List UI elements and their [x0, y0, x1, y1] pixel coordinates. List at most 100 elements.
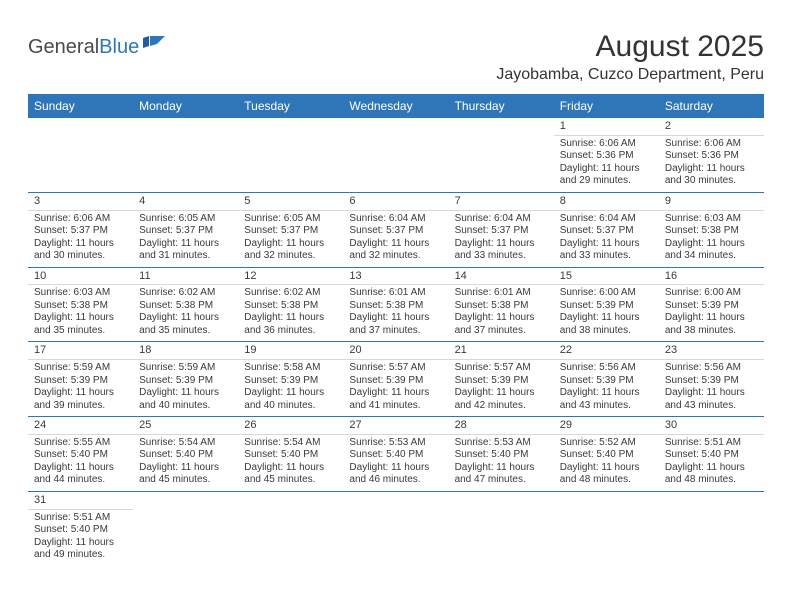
sunset-text: Sunset: 5:40 PM [34, 449, 127, 462]
sunset-text: Sunset: 5:40 PM [139, 449, 232, 462]
day-header-fri: Friday [554, 94, 659, 118]
daylight-text: Daylight: 11 hours and 43 minutes. [665, 387, 758, 412]
daylight-text: Daylight: 11 hours and 40 minutes. [244, 387, 337, 412]
day-body: Sunrise: 5:59 AMSunset: 5:39 PMDaylight:… [133, 360, 238, 416]
sunrise-text: Sunrise: 5:56 AM [560, 362, 653, 375]
sunset-text: Sunset: 5:40 PM [34, 524, 127, 537]
week-row: 1Sunrise: 6:06 AMSunset: 5:36 PMDaylight… [28, 118, 764, 193]
day-cell: 5Sunrise: 6:05 AMSunset: 5:37 PMDaylight… [238, 193, 343, 267]
day-body: Sunrise: 6:03 AMSunset: 5:38 PMDaylight:… [659, 211, 764, 267]
day-body: Sunrise: 6:00 AMSunset: 5:39 PMDaylight:… [659, 285, 764, 341]
day-cell: 15Sunrise: 6:00 AMSunset: 5:39 PMDayligh… [554, 268, 659, 342]
day-cell: 9Sunrise: 6:03 AMSunset: 5:38 PMDaylight… [659, 193, 764, 267]
day-body: Sunrise: 5:56 AMSunset: 5:39 PMDaylight:… [659, 360, 764, 416]
day-header-thu: Thursday [449, 94, 554, 118]
daylight-text: Daylight: 11 hours and 35 minutes. [139, 312, 232, 337]
daylight-text: Daylight: 11 hours and 42 minutes. [455, 387, 548, 412]
logo: GeneralBlue [28, 36, 169, 59]
day-number: 23 [659, 342, 764, 360]
day-cell: 28Sunrise: 5:53 AMSunset: 5:40 PMDayligh… [449, 417, 554, 491]
day-body: Sunrise: 5:55 AMSunset: 5:40 PMDaylight:… [28, 435, 133, 491]
day-number: 7 [449, 193, 554, 211]
sunrise-text: Sunrise: 6:03 AM [34, 287, 127, 300]
sunrise-text: Sunrise: 5:54 AM [244, 437, 337, 450]
daylight-text: Daylight: 11 hours and 40 minutes. [139, 387, 232, 412]
sunset-text: Sunset: 5:39 PM [139, 375, 232, 388]
day-number: 18 [133, 342, 238, 360]
daylight-text: Daylight: 11 hours and 49 minutes. [34, 537, 127, 562]
sunrise-text: Sunrise: 5:56 AM [665, 362, 758, 375]
sunset-text: Sunset: 5:38 PM [244, 300, 337, 313]
day-number: 31 [28, 492, 133, 510]
day-cell: 13Sunrise: 6:01 AMSunset: 5:38 PMDayligh… [343, 268, 448, 342]
day-cell: 2Sunrise: 6:06 AMSunset: 5:36 PMDaylight… [659, 118, 764, 192]
day-cell: 25Sunrise: 5:54 AMSunset: 5:40 PMDayligh… [133, 417, 238, 491]
sunset-text: Sunset: 5:38 PM [34, 300, 127, 313]
day-cell: 8Sunrise: 6:04 AMSunset: 5:37 PMDaylight… [554, 193, 659, 267]
day-number: 21 [449, 342, 554, 360]
day-body: Sunrise: 6:06 AMSunset: 5:36 PMDaylight:… [659, 136, 764, 192]
day-number: 24 [28, 417, 133, 435]
sunset-text: Sunset: 5:37 PM [455, 225, 548, 238]
weeks-container: 1Sunrise: 6:06 AMSunset: 5:36 PMDaylight… [28, 118, 764, 566]
day-body: Sunrise: 5:54 AMSunset: 5:40 PMDaylight:… [238, 435, 343, 491]
day-cell [133, 118, 238, 192]
day-cell [133, 492, 238, 566]
day-body: Sunrise: 5:58 AMSunset: 5:39 PMDaylight:… [238, 360, 343, 416]
day-cell: 22Sunrise: 5:56 AMSunset: 5:39 PMDayligh… [554, 342, 659, 416]
sunrise-text: Sunrise: 6:04 AM [349, 213, 442, 226]
day-cell [449, 118, 554, 192]
daylight-text: Daylight: 11 hours and 32 minutes. [244, 238, 337, 263]
sunset-text: Sunset: 5:37 PM [139, 225, 232, 238]
sunrise-text: Sunrise: 6:04 AM [455, 213, 548, 226]
day-number: 12 [238, 268, 343, 286]
day-body: Sunrise: 6:02 AMSunset: 5:38 PMDaylight:… [238, 285, 343, 341]
day-number: 25 [133, 417, 238, 435]
day-cell [28, 118, 133, 192]
day-cell: 3Sunrise: 6:06 AMSunset: 5:37 PMDaylight… [28, 193, 133, 267]
sunset-text: Sunset: 5:40 PM [560, 449, 653, 462]
daylight-text: Daylight: 11 hours and 33 minutes. [560, 238, 653, 263]
sunset-text: Sunset: 5:39 PM [560, 300, 653, 313]
daylight-text: Daylight: 11 hours and 43 minutes. [560, 387, 653, 412]
sunset-text: Sunset: 5:38 PM [349, 300, 442, 313]
daylight-text: Daylight: 11 hours and 30 minutes. [34, 238, 127, 263]
month-title: August 2025 [496, 30, 764, 64]
location: Jayobamba, Cuzco Department, Peru [496, 66, 764, 84]
daylight-text: Daylight: 11 hours and 48 minutes. [665, 462, 758, 487]
day-cell: 21Sunrise: 5:57 AMSunset: 5:39 PMDayligh… [449, 342, 554, 416]
sunrise-text: Sunrise: 5:55 AM [34, 437, 127, 450]
day-cell [659, 492, 764, 566]
day-number: 28 [449, 417, 554, 435]
sunrise-text: Sunrise: 6:06 AM [34, 213, 127, 226]
daylight-text: Daylight: 11 hours and 34 minutes. [665, 238, 758, 263]
logo-text-blue: Blue [99, 36, 139, 59]
day-number: 15 [554, 268, 659, 286]
day-number: 17 [28, 342, 133, 360]
sunrise-text: Sunrise: 6:01 AM [349, 287, 442, 300]
daylight-text: Daylight: 11 hours and 37 minutes. [455, 312, 548, 337]
sunset-text: Sunset: 5:38 PM [455, 300, 548, 313]
day-body: Sunrise: 5:51 AMSunset: 5:40 PMDaylight:… [28, 510, 133, 566]
day-body: Sunrise: 5:51 AMSunset: 5:40 PMDaylight:… [659, 435, 764, 491]
sunrise-text: Sunrise: 5:51 AM [34, 512, 127, 525]
day-number: 22 [554, 342, 659, 360]
daylight-text: Daylight: 11 hours and 37 minutes. [349, 312, 442, 337]
sunrise-text: Sunrise: 5:53 AM [455, 437, 548, 450]
sunrise-text: Sunrise: 5:52 AM [560, 437, 653, 450]
sunset-text: Sunset: 5:39 PM [665, 375, 758, 388]
sunset-text: Sunset: 5:38 PM [665, 225, 758, 238]
day-body: Sunrise: 5:59 AMSunset: 5:39 PMDaylight:… [28, 360, 133, 416]
sunrise-text: Sunrise: 5:57 AM [455, 362, 548, 375]
sunrise-text: Sunrise: 5:54 AM [139, 437, 232, 450]
day-cell: 12Sunrise: 6:02 AMSunset: 5:38 PMDayligh… [238, 268, 343, 342]
day-number: 16 [659, 268, 764, 286]
sunset-text: Sunset: 5:39 PM [665, 300, 758, 313]
day-body: Sunrise: 6:04 AMSunset: 5:37 PMDaylight:… [554, 211, 659, 267]
sunrise-text: Sunrise: 6:04 AM [560, 213, 653, 226]
day-body: Sunrise: 6:06 AMSunset: 5:37 PMDaylight:… [28, 211, 133, 267]
day-cell: 26Sunrise: 5:54 AMSunset: 5:40 PMDayligh… [238, 417, 343, 491]
day-cell: 23Sunrise: 5:56 AMSunset: 5:39 PMDayligh… [659, 342, 764, 416]
sunset-text: Sunset: 5:39 PM [349, 375, 442, 388]
day-number: 29 [554, 417, 659, 435]
